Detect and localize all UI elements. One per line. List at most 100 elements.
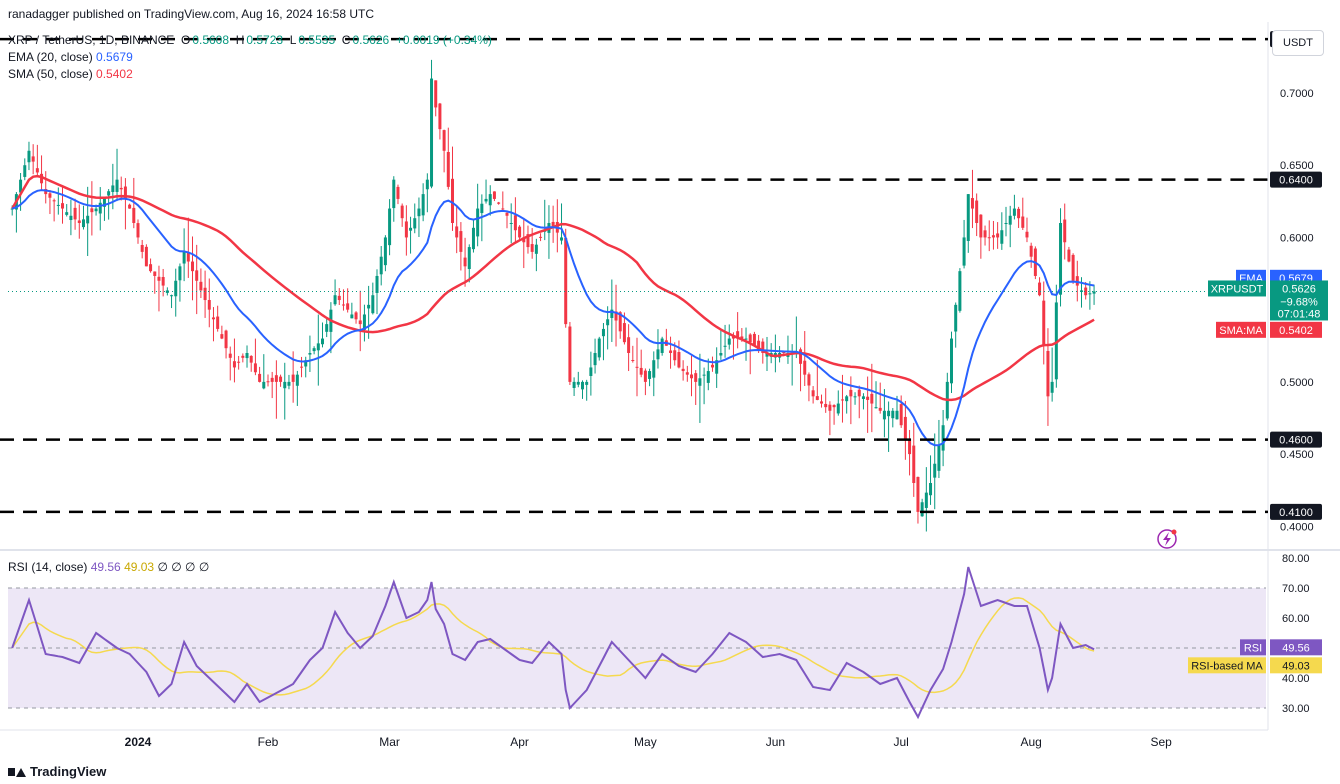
- ema-line: [11, 189, 1095, 447]
- rsi-legend-value: 49.56: [90, 560, 121, 574]
- time-tick-8: Sep: [1150, 735, 1172, 749]
- candle-body: [652, 360, 656, 378]
- candle-body: [98, 202, 102, 214]
- candle-body: [274, 375, 278, 382]
- candle-body: [757, 340, 761, 350]
- candle-body: [509, 223, 513, 224]
- candle-body: [396, 186, 400, 199]
- candle-body: [182, 251, 186, 264]
- candle-body: [849, 389, 853, 397]
- candle-body: [811, 390, 815, 397]
- level-label-3: 0.4100: [1279, 507, 1313, 519]
- candle-body: [434, 80, 438, 108]
- rsi-tick-1: 70.00: [1282, 583, 1310, 595]
- price-tick-4: 0.5000: [1280, 377, 1314, 389]
- candle-body: [132, 207, 136, 223]
- candle-body: [660, 338, 664, 353]
- candle-body: [492, 191, 496, 199]
- candle-body: [828, 404, 832, 411]
- candle-body: [857, 389, 861, 397]
- rsi-tag-name: RSI: [1244, 642, 1262, 654]
- candle-body: [48, 193, 52, 198]
- candle-body: [102, 197, 106, 207]
- candle-body: [748, 334, 752, 343]
- xrp-tag-change: −9.68%: [1280, 296, 1318, 308]
- candle-body: [815, 396, 819, 400]
- candle-body: [937, 444, 941, 471]
- candle-body: [291, 374, 295, 382]
- candle-body: [639, 367, 643, 375]
- candle-body: [279, 376, 283, 382]
- ohlc-legend: XRP / TetherUS, 1D, BINANCE O 0.5608 H 0.5…: [8, 33, 492, 47]
- rsi-tag-bg: [1270, 639, 1322, 656]
- candle-body: [1063, 219, 1067, 243]
- candle-body: [929, 483, 933, 496]
- candle-body: [216, 316, 220, 329]
- candle-body: [656, 349, 660, 360]
- candle-body: [107, 191, 111, 196]
- candle-body: [933, 463, 937, 478]
- candle-body: [765, 353, 769, 357]
- candle-body: [572, 381, 576, 388]
- ema-legend[interactable]: EMA (20, close) 0.5679: [8, 50, 133, 64]
- close-value: 0.5626: [352, 33, 390, 47]
- candle-body: [580, 381, 584, 390]
- candle-body: [35, 168, 39, 173]
- notification-dot-icon: [1171, 529, 1177, 535]
- candle-body: [295, 374, 299, 386]
- candle-body: [903, 416, 907, 440]
- candle-body: [836, 403, 840, 414]
- candle-body: [19, 179, 23, 193]
- candle-body: [740, 336, 744, 339]
- candle-body: [86, 215, 90, 224]
- candle-body: [430, 78, 434, 187]
- candle-body: [438, 103, 442, 130]
- level-label-1: 0.6400: [1279, 175, 1313, 187]
- candle-body: [614, 311, 618, 321]
- candle-body: [673, 350, 677, 361]
- candle-body: [262, 381, 266, 389]
- candle-body: [685, 372, 689, 375]
- candle-body: [245, 353, 249, 359]
- candle-body: [585, 381, 589, 385]
- level-tag-1: [1270, 171, 1322, 188]
- candle-body: [333, 295, 337, 305]
- candle-body: [488, 194, 492, 206]
- xrp-tag-bg: [1270, 280, 1328, 321]
- candle-body: [845, 396, 849, 402]
- rsi-legend[interactable]: RSI (14, close) 49.56 49.03 ∅ ∅ ∅ ∅: [8, 560, 209, 574]
- symbol-title[interactable]: XRP / TetherUS, 1D, BINANCE: [8, 33, 175, 47]
- candle-body: [455, 226, 459, 238]
- candle-body: [304, 360, 308, 367]
- candle-body: [90, 208, 94, 213]
- candle-body: [350, 314, 354, 319]
- currency-button[interactable]: USDT: [1272, 30, 1324, 56]
- candle-body: [224, 330, 228, 349]
- candle-body: [354, 312, 358, 320]
- candle-body: [820, 401, 824, 404]
- candle-body: [1000, 230, 1004, 244]
- sma-legend[interactable]: SMA (50, close) 0.5402: [8, 67, 133, 81]
- candle-body: [232, 361, 236, 368]
- candle-body: [606, 319, 610, 326]
- candle-body: [941, 425, 945, 451]
- candle-body: [31, 156, 35, 162]
- tradingview-footer[interactable]: TradingView: [8, 764, 106, 779]
- close-label: C: [341, 33, 351, 47]
- change-value: +0.0019 (+0.34%): [395, 33, 492, 47]
- candle-body: [803, 360, 807, 375]
- low-value: 0.5535: [298, 33, 336, 47]
- candle-body: [337, 295, 341, 301]
- candle-body: [593, 353, 597, 366]
- candle-body: [52, 200, 56, 202]
- candle-body: [870, 393, 874, 404]
- candle-body: [467, 247, 471, 270]
- candle-body: [413, 218, 417, 229]
- candle-body: [539, 236, 543, 238]
- candle-body: [799, 349, 803, 364]
- candle-body: [249, 355, 253, 363]
- candle-body: [446, 152, 450, 187]
- xrp-tag-countdown: 07:01:48: [1278, 308, 1321, 320]
- candle-body: [459, 231, 463, 252]
